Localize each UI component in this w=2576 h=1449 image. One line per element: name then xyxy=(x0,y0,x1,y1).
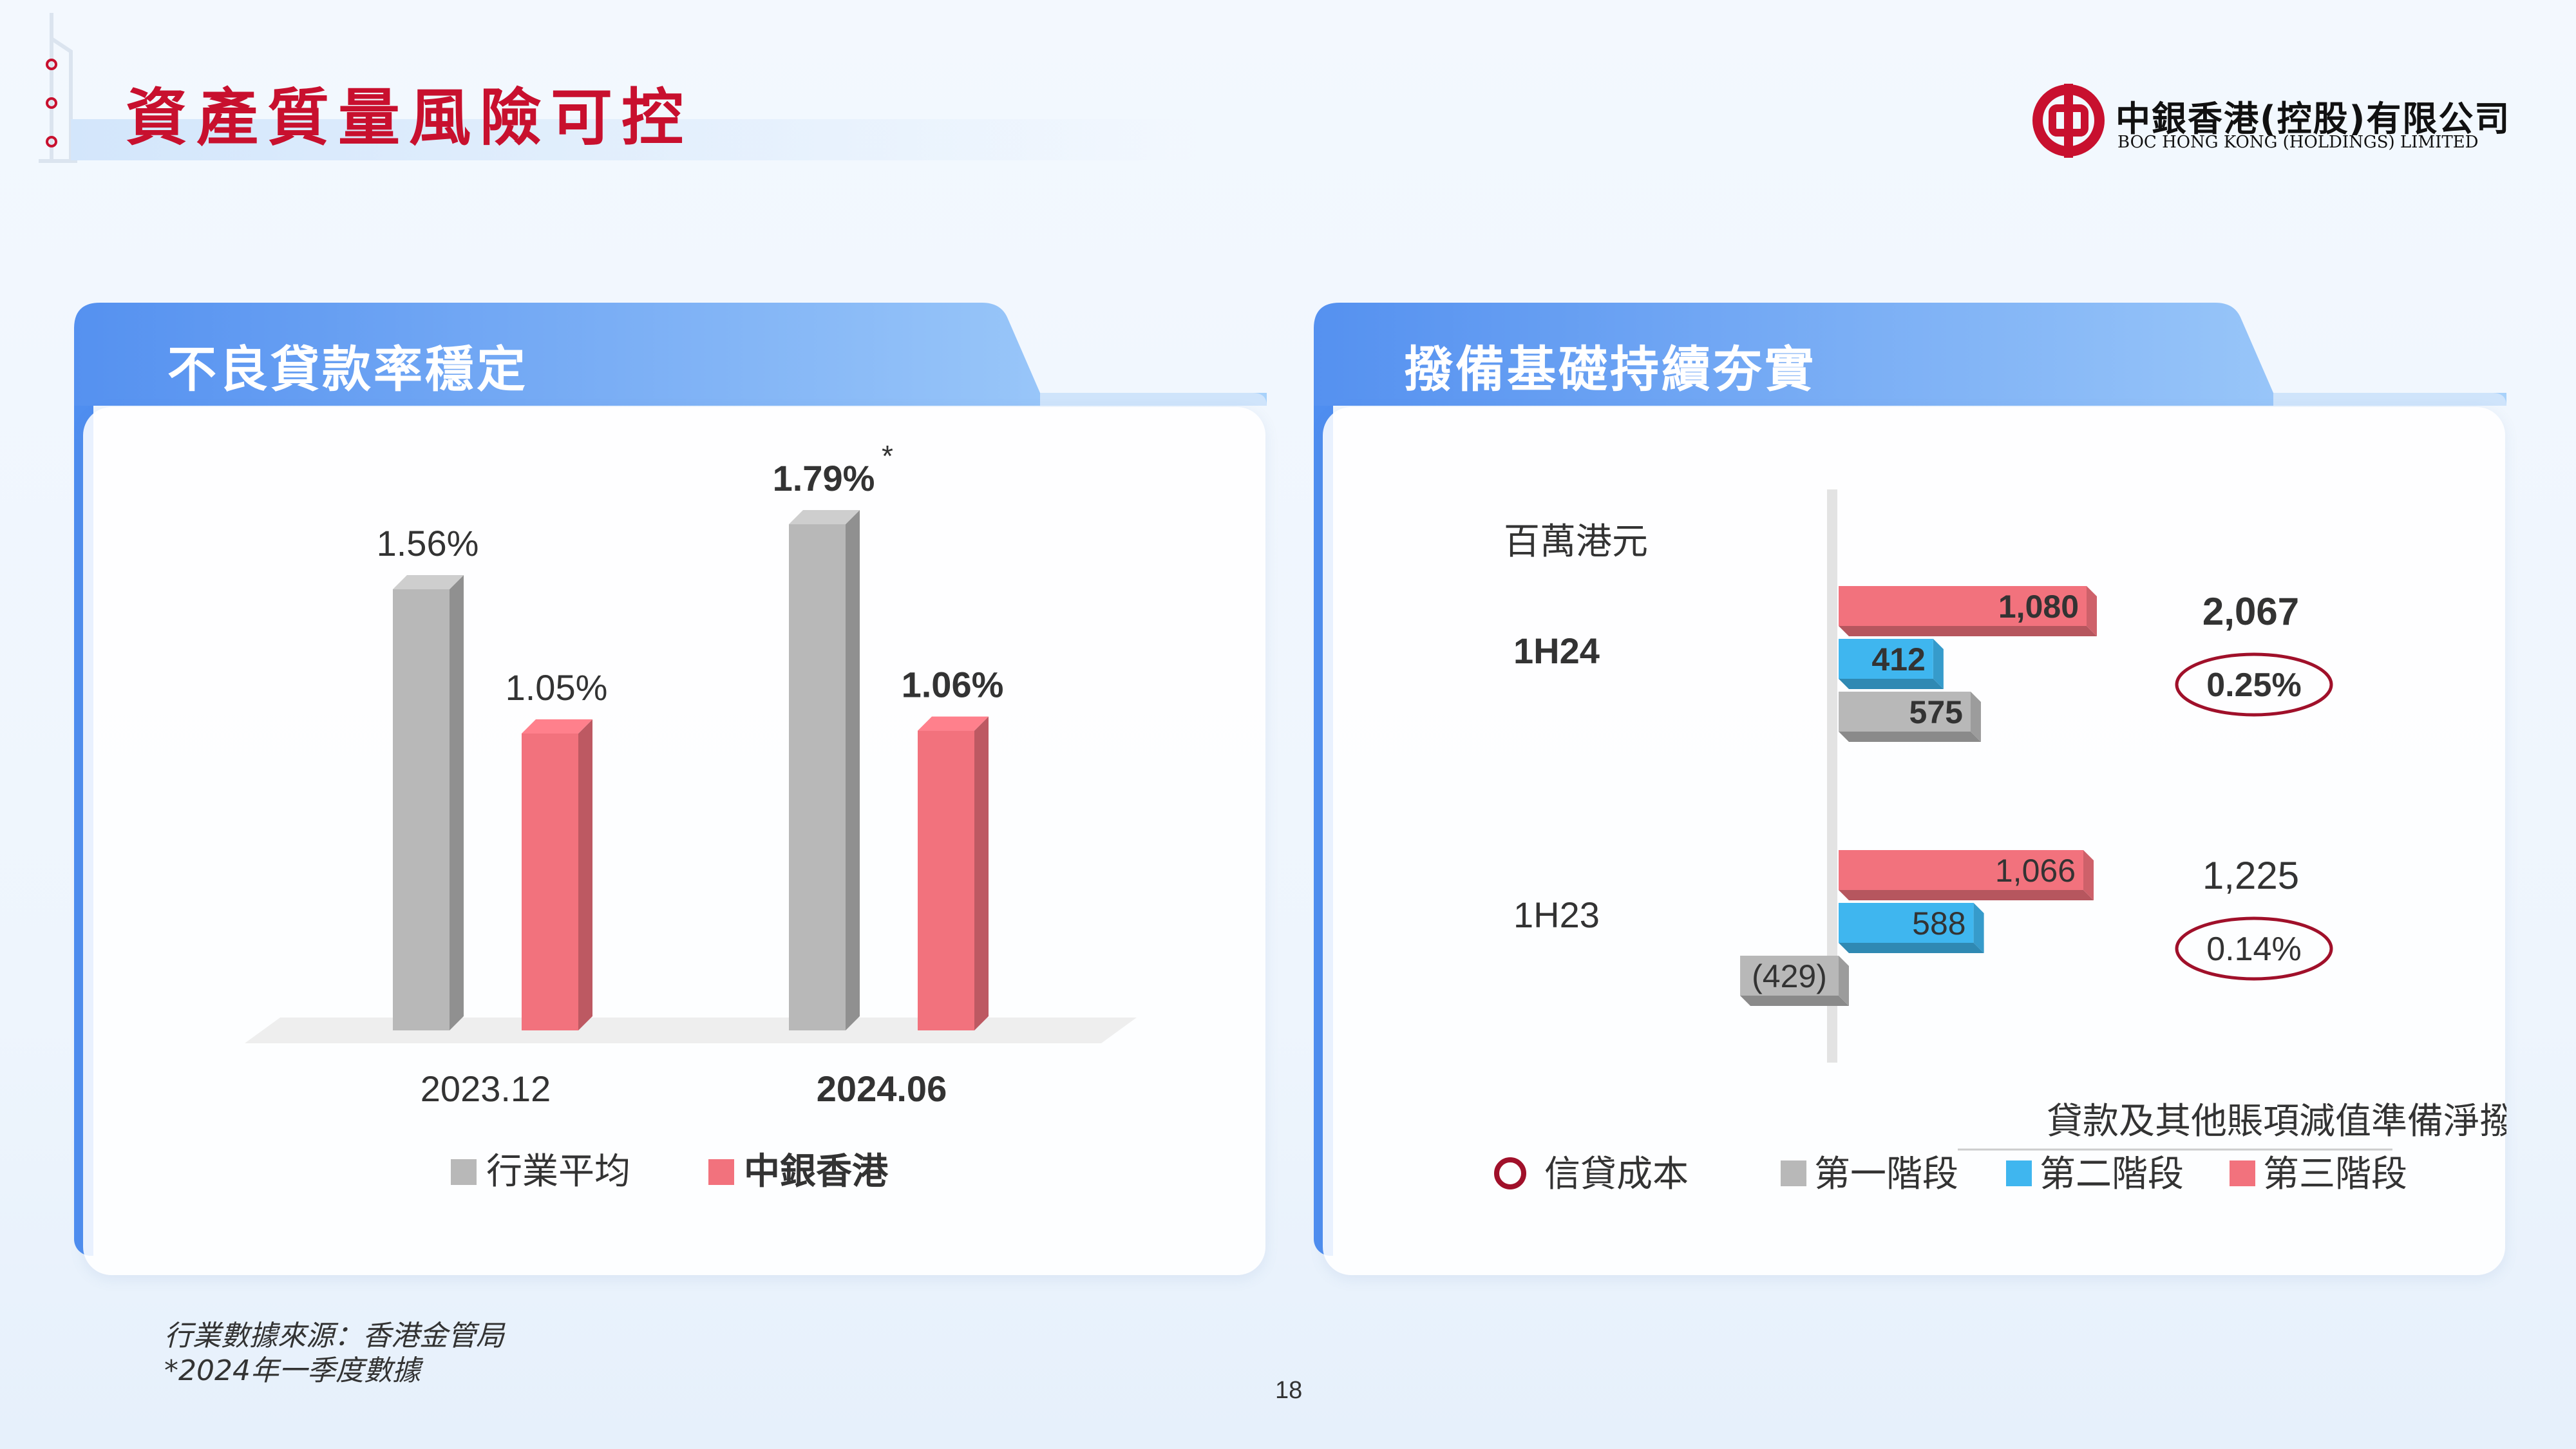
footnote-source: 行業數據來源：香港金管局 xyxy=(164,1320,504,1352)
provision-chart: 百萬港元 1H24 1,080 412 575 2,067 0.25% 1H23 1,066 58… xyxy=(1494,489,2506,1195)
zero-axis xyxy=(1827,489,1837,1063)
bar-top xyxy=(918,716,989,731)
title-band xyxy=(71,119,1198,160)
data-label: 1.56% xyxy=(377,523,479,564)
legend-swatch xyxy=(2230,1160,2255,1186)
bar-side xyxy=(1970,692,1981,742)
data-label: 588 xyxy=(1912,905,1965,942)
hbar-第三階段-1H24 xyxy=(1839,586,2097,636)
data-label: 1,080 xyxy=(1998,589,2079,625)
credit-cost-label: 0.14% xyxy=(2206,931,2301,968)
category-label: 1H23 xyxy=(1513,895,1600,935)
panel-title: 撥備基礎持續夯實 xyxy=(1404,341,1816,398)
legend-ring-icon xyxy=(1494,1157,1526,1189)
bar-side xyxy=(2083,850,2094,900)
bar-front xyxy=(393,589,450,1030)
credit-cost-ring xyxy=(2175,916,2333,981)
x-tick-label: 2024.06 xyxy=(817,1068,947,1109)
chart-area xyxy=(83,407,1265,1275)
bar-bottom xyxy=(1839,943,1984,953)
bar-side xyxy=(846,510,860,1030)
panel-title: 不良貸款率穩定 xyxy=(167,341,528,398)
bar-中銀香港-2023.12 xyxy=(522,719,592,1030)
data-label: (429) xyxy=(1752,958,1827,994)
hbar-第二階段-1H23 xyxy=(1839,903,1984,953)
bar-top xyxy=(522,719,592,734)
credit-cost-label: 0.25% xyxy=(2206,667,2301,704)
footnote-note: *2024年一季度數據 xyxy=(164,1354,421,1387)
page-title: 資產質量風險可控 xyxy=(126,82,692,154)
legend-label: 行業平均 xyxy=(486,1151,630,1193)
total-label: 2,067 xyxy=(2202,590,2299,633)
credit-cost-ring xyxy=(2175,652,2333,717)
bar-front xyxy=(789,524,846,1030)
bar-中銀香港-2024.06 xyxy=(918,716,989,1030)
unit-label: 百萬港元 xyxy=(1504,521,1648,563)
bar-front xyxy=(1839,639,1933,679)
hbar-第三階段-1H23 xyxy=(1839,850,2094,900)
bar-side xyxy=(1839,956,1849,1006)
bar-行業平均-2024.06 xyxy=(789,510,860,1030)
bar-front xyxy=(1839,903,1974,943)
bar-行業平均-2023.12 xyxy=(393,575,464,1030)
annotation-asterisk: * xyxy=(882,439,893,473)
bar-bottom xyxy=(1839,890,2094,900)
npl-ratio-chart: 1.56% 1.05% 2023.12 1.79%* 1.06% 2024.06 行業平均 中… xyxy=(245,439,1137,1193)
chart-area xyxy=(1323,407,2505,1275)
bar-front xyxy=(1839,586,2087,626)
bar-front xyxy=(918,730,974,1030)
hbar-第一階段-1H24 xyxy=(1839,692,1981,742)
bar-bottom xyxy=(1839,732,1981,742)
bar-side xyxy=(450,575,464,1030)
bar-front xyxy=(1740,956,1839,996)
category-label: 1H24 xyxy=(1513,630,1600,671)
hbar-第二階段-1H24 xyxy=(1839,639,1944,689)
bar-front xyxy=(1839,850,2084,890)
company-name-en: BOC HONG KONG (HOLDINGS) LIMITED xyxy=(2117,133,2479,152)
legend-label: 第一階段 xyxy=(1814,1153,1958,1195)
legend-label: 第三階段 xyxy=(2263,1153,2407,1195)
legend-label: 第二階段 xyxy=(2040,1153,2184,1195)
legend-label: 中銀香港 xyxy=(744,1151,889,1193)
data-label: 1.05% xyxy=(506,667,608,708)
chart-floor xyxy=(245,1018,1137,1043)
data-label: 1.79% xyxy=(773,458,875,498)
legend-label: 信貸成本 xyxy=(1544,1153,1689,1195)
company-name-cn: 中銀香港(控股)有限公司 xyxy=(2116,99,2511,139)
hbar-第一階段-1H23 xyxy=(1740,956,1849,1006)
bar-top xyxy=(393,575,464,590)
bar-bottom xyxy=(1839,626,2097,636)
data-label: 1,066 xyxy=(1995,853,2076,889)
panel-tab xyxy=(74,303,1267,406)
legend-title: 貸款及其他賬項減值準備淨撥備 xyxy=(2047,1101,2506,1142)
x-tick-label: 2023.12 xyxy=(421,1068,551,1109)
total-label: 1,225 xyxy=(2202,854,2299,897)
bar-side xyxy=(578,719,592,1030)
bar-bottom xyxy=(1839,679,1944,689)
data-label: 412 xyxy=(1871,641,1925,677)
page-number: 18 xyxy=(1275,1377,1303,1404)
boc-logo-icon xyxy=(2032,84,2105,158)
bar-front xyxy=(522,733,578,1030)
legend-swatch xyxy=(1781,1160,1806,1186)
bar-top xyxy=(789,510,860,525)
data-label: 1.06% xyxy=(902,665,1004,705)
bar-side xyxy=(974,716,989,1030)
bar-side xyxy=(2087,586,2097,636)
npl-ratio-panel: 不良貸款率穩定 1.56% 1.05% 2023.12 1.79% * 1.06% 2024… xyxy=(74,303,1267,1275)
bar-side xyxy=(1973,903,1984,953)
bar-front xyxy=(1839,692,1971,732)
bar-side xyxy=(1933,639,1944,689)
bar-bottom xyxy=(1740,996,1849,1006)
legend-swatch xyxy=(708,1159,734,1185)
legend-swatch xyxy=(451,1159,477,1185)
data-label: 575 xyxy=(1909,694,1963,730)
legend-swatch xyxy=(2006,1160,2032,1186)
provision-panel: 撥備基礎持續夯實 百萬港元 1H24 1,080 412 575 2,067 0.25% 1H… xyxy=(1314,303,2506,1275)
panel-tab xyxy=(1314,303,2506,406)
